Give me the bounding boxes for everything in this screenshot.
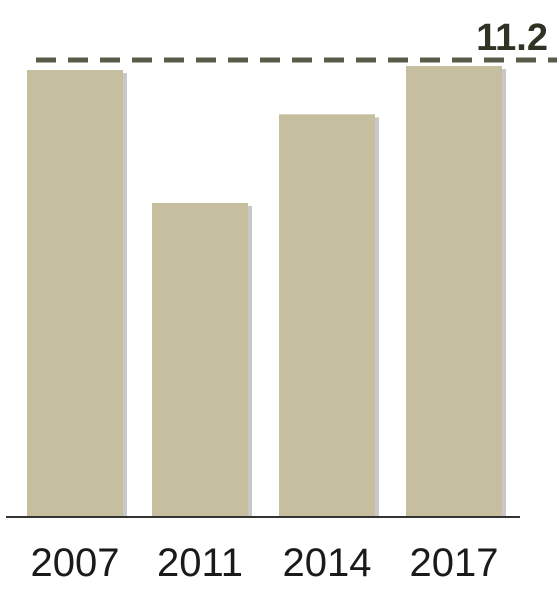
x-tick-label-2014: 2014 (283, 541, 372, 585)
x-tick-label-2011: 2011 (157, 541, 243, 585)
bar-2011 (152, 202, 248, 518)
x-tick-label-2007: 2007 (31, 541, 120, 585)
bar-2014 (279, 114, 375, 518)
reference-line-label: 11.2 (476, 17, 548, 59)
x-tick-label-2017: 2017 (410, 541, 499, 585)
bar-2017 (406, 66, 502, 517)
bar-2007 (27, 70, 123, 517)
